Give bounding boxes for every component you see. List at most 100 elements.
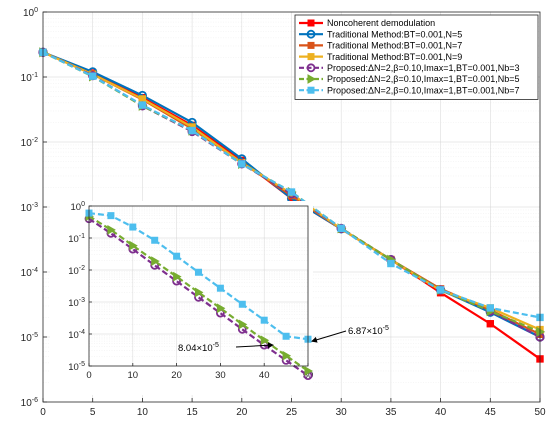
inset-y-tick-label: 10-3 <box>68 297 85 309</box>
inset-series-point <box>216 284 224 292</box>
y-tick-label-base: 10 <box>21 138 33 149</box>
inset-y-tick-label: 10-5 <box>68 361 85 373</box>
inset-y-tick-label-base: 10 <box>68 298 79 309</box>
inset-frame <box>88 205 309 367</box>
inset-x-tick-label: 0 <box>86 370 91 381</box>
x-tick-label: 0 <box>40 407 46 418</box>
inset-plot: 0 10 20 30 40 5010-510-410-310-210-11006.87×1… <box>50 201 389 395</box>
annotation-label-base: 6.87×10 <box>348 326 383 337</box>
inset-series-point <box>151 256 160 266</box>
legend-swatch-marker <box>307 41 315 49</box>
inset-y-tick-label-exp: -1 <box>79 233 85 240</box>
y-tick-label-base: 10 <box>21 333 33 344</box>
y-tick-label-base: 10 <box>21 268 33 279</box>
y-tick-label: 10-3 <box>21 202 38 214</box>
series-point <box>436 286 445 294</box>
y-tick-label: 10-5 <box>21 332 38 344</box>
series-point <box>238 160 246 168</box>
y-tick-label: 10-4 <box>21 267 38 279</box>
legend-swatch-marker <box>307 86 315 94</box>
inset-y-tick-label-base: 10 <box>68 266 79 277</box>
legend-label: Traditional Method:BT=0.001,N=7 <box>327 41 462 51</box>
legend-swatch-marker <box>307 19 315 27</box>
inset-y-tick-label-exp: -3 <box>79 297 85 304</box>
legend-label: Proposed:ΔN=2,β=0.10,Imax=1,BT=0.001,Nb=… <box>327 85 520 95</box>
inset-y-tick-label-base: 10 <box>68 330 79 341</box>
inset-series-point <box>304 366 314 376</box>
annotation-label-exp: -5 <box>213 342 219 349</box>
annotation-arrow <box>235 342 274 349</box>
y-tick-label-exp: -3 <box>32 202 38 209</box>
series-point <box>536 326 546 337</box>
series-point <box>138 101 147 109</box>
inset-plot-area <box>89 206 308 366</box>
plot-frame <box>42 11 541 403</box>
x-tick-label: 10 <box>137 407 149 418</box>
legend-swatch-marker <box>307 74 317 84</box>
series-point <box>387 259 395 268</box>
annotation-label: 6.87×10-5 <box>348 325 389 337</box>
inset-y-tick-label: 100 <box>71 201 86 213</box>
series-point <box>188 126 196 135</box>
x-tick-label: 20 <box>236 407 248 418</box>
inset-y-tick-label-base: 10 <box>68 362 79 373</box>
legend-label: Traditional Method:BT=0.001,N=9 <box>327 52 462 62</box>
legend-box <box>294 14 539 100</box>
x-tick-label: 25 <box>286 407 298 418</box>
legend-swatch-marker <box>306 29 316 39</box>
annotation-label: 8.04×10-5 <box>178 342 219 354</box>
series-point <box>337 224 345 233</box>
annotation-label-base: 8.04×10 <box>178 343 213 354</box>
y-tick-label-base: 10 <box>21 398 33 409</box>
inset-series-point <box>238 300 246 308</box>
annotation-arrow <box>311 330 347 343</box>
series-point <box>287 188 296 196</box>
y-tick-label-base: 10 <box>21 203 33 214</box>
legend-entry-3: Traditional Method:BT=0.001,N=9 <box>299 52 462 62</box>
inset-series-point <box>107 212 115 220</box>
inset-series-point <box>129 223 137 231</box>
legend-entry-5: Proposed:ΔN=2,β=0.10,Imax=1,BT=0.001,Nb=… <box>299 74 520 84</box>
legend-label: Proposed:ΔN=2,β=0.10,Imax=1,BT=0.001,Nb=… <box>327 63 520 73</box>
x-tick-label: 35 <box>385 407 397 418</box>
inset-series-point <box>216 303 226 314</box>
annotation-label-exp: -5 <box>383 325 389 332</box>
legend-entry-2: Traditional Method:BT=0.001,N=7 <box>299 41 462 51</box>
series-point <box>89 72 97 80</box>
inset-series-point <box>260 316 268 324</box>
y-tick-label-exp: -2 <box>32 137 38 144</box>
inset-x-tick-label: 20 <box>171 370 182 381</box>
inset-y-tick-label-base: 10 <box>71 202 82 213</box>
series-point <box>486 320 495 328</box>
legend: Noncoherent demodulation Traditional Meth… <box>294 14 539 100</box>
y-tick-label: 10-1 <box>21 72 38 84</box>
x-tick-label: 5 <box>90 407 96 418</box>
inset-series-point <box>151 236 159 244</box>
y-tick-label: 100 <box>23 7 38 19</box>
x-tick-label: 50 <box>534 407 546 418</box>
y-tick-label-exp: -6 <box>32 397 38 404</box>
y-tick-label: 10-6 <box>21 397 38 409</box>
inset-y-tick-label-exp: -4 <box>79 329 85 336</box>
legend-swatch-marker <box>307 53 315 61</box>
inset-y-tick-label: 10-2 <box>68 265 85 277</box>
inset-y-tick-label: 10-1 <box>68 233 85 245</box>
x-tick-label: 30 <box>336 407 348 418</box>
inset-x-tick-label: 40 <box>259 370 270 381</box>
inset-series-point <box>107 224 116 235</box>
y-tick-label-base: 10 <box>21 73 33 84</box>
legend-label: Proposed:ΔN=2,β=0.10,Imax=1,BT=0.001,Nb=… <box>327 74 520 84</box>
series-point <box>486 304 495 312</box>
series-line <box>42 51 541 319</box>
inset-x-tick-label: 50 <box>303 370 314 381</box>
inset-series-point <box>129 240 138 251</box>
y-tick-label-exp: -1 <box>32 72 38 79</box>
inset-y-tick-label: 10-4 <box>68 329 85 341</box>
x-tick-label: 15 <box>187 407 199 418</box>
legend-label: Noncoherent demodulation <box>327 18 435 28</box>
inset-series-point <box>260 335 270 346</box>
inset-series-point <box>282 332 290 340</box>
inset-series-point <box>195 287 204 298</box>
x-tick-label: 45 <box>485 407 497 418</box>
